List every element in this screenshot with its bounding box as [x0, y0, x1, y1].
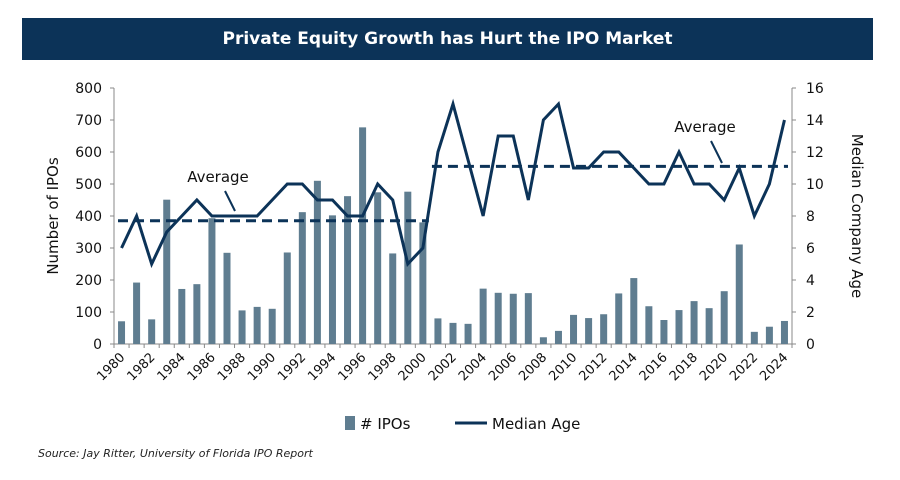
bar-1987 [223, 252, 231, 344]
bar-2024 [780, 320, 788, 344]
bar-1988 [238, 310, 246, 344]
x-tick-label: 2004 [456, 350, 490, 384]
x-tick-label: 2002 [426, 350, 460, 384]
bar-2014 [630, 278, 638, 344]
bar-2011 [585, 318, 593, 344]
bar-1985 [193, 284, 201, 344]
bar-2016 [660, 320, 668, 344]
bar-2000 [419, 222, 427, 344]
x-tick-label: 1988 [215, 350, 249, 384]
bar-1983 [163, 199, 171, 344]
bar-2015 [645, 306, 653, 344]
x-tick-label: 2014 [607, 350, 641, 384]
bar-2006 [509, 293, 517, 344]
bar-2017 [675, 310, 683, 344]
bar-2003 [464, 323, 472, 344]
x-tick-label: 2016 [637, 350, 671, 384]
average-label: Average [187, 168, 249, 186]
bar-2019 [705, 308, 713, 344]
x-tick-label: 1994 [305, 350, 339, 384]
x-tick-label: 1990 [245, 350, 279, 384]
average-leader [710, 140, 723, 164]
y-axis-label: Number of IPOs [44, 157, 62, 275]
x-tick-label: 1992 [275, 350, 309, 384]
x-tick-label: 1986 [185, 350, 219, 384]
bar-1996 [359, 127, 367, 344]
bar-1997 [374, 192, 382, 344]
y2-tick-label: 10 [806, 177, 824, 193]
legend-swatch-ipos [345, 416, 355, 430]
y2-tick-label: 6 [806, 241, 815, 257]
x-tick-label: 1996 [335, 350, 369, 384]
bar-2010 [570, 314, 578, 344]
y-tick-label: 700 [75, 113, 102, 129]
y-tick-label: 400 [75, 209, 102, 225]
x-tick-label: 1984 [155, 350, 189, 384]
bar-2005 [494, 292, 502, 344]
x-tick-label: 2012 [576, 350, 610, 384]
bar-1995 [344, 196, 352, 344]
y2-tick-label: 12 [806, 145, 824, 161]
x-tick-label: 2008 [516, 350, 550, 384]
y2-axis-label: Median Company Age [848, 134, 866, 298]
bar-2021 [735, 244, 743, 344]
bar-1980 [118, 321, 126, 344]
bar-2008 [539, 337, 547, 344]
bar-2018 [690, 301, 698, 344]
x-tick-label: 2022 [727, 350, 761, 384]
y2-tick-label: 16 [806, 81, 824, 97]
bar-2009 [554, 330, 562, 344]
bar-2023 [765, 326, 773, 344]
bar-1999 [404, 191, 412, 344]
average-label: Average [674, 118, 736, 136]
bar-2012 [600, 314, 608, 344]
source-note: Source: Jay Ritter, University of Florid… [38, 447, 313, 460]
x-tick-label: 1982 [124, 350, 158, 384]
x-tick-label: 1998 [366, 350, 400, 384]
x-tick-label: 2006 [486, 350, 520, 384]
bar-1981 [133, 282, 141, 344]
y2-tick-label: 0 [806, 337, 815, 353]
bar-1984 [178, 288, 186, 344]
bar-1982 [148, 319, 156, 344]
bar-1998 [389, 253, 397, 344]
bar-1994 [328, 215, 336, 344]
y2-tick-label: 8 [806, 209, 815, 225]
y-tick-label: 0 [93, 337, 102, 353]
x-tick-label: 2020 [697, 350, 731, 384]
y2-tick-label: 2 [806, 305, 815, 321]
x-tick-label: 2018 [667, 350, 701, 384]
bar-2001 [434, 318, 442, 344]
y-tick-label: 200 [75, 273, 102, 289]
y2-tick-label: 14 [806, 113, 824, 129]
x-tick-label: 2010 [546, 350, 580, 384]
x-tick-label: 2024 [757, 350, 791, 384]
median-age-line [120, 98, 786, 269]
legend-label-ipos: # IPOs [360, 415, 411, 433]
bar-2007 [524, 293, 532, 344]
bar-2013 [615, 293, 623, 344]
bar-1991 [283, 252, 291, 344]
bar-1986 [208, 218, 216, 344]
bar-2002 [449, 322, 457, 344]
y-tick-label: 500 [75, 177, 102, 193]
y-tick-label: 800 [75, 81, 102, 97]
bar-2022 [750, 331, 758, 344]
bar-1989 [253, 306, 261, 344]
bar-2020 [720, 291, 728, 344]
average-leader [224, 190, 236, 212]
bar-1990 [268, 308, 276, 344]
x-tick-label: 2000 [396, 350, 430, 384]
x-tick-label: 1980 [94, 350, 128, 384]
y-tick-label: 100 [75, 305, 102, 321]
bar-1993 [313, 180, 321, 344]
chart-title: Private Equity Growth has Hurt the IPO M… [22, 18, 873, 60]
y-tick-label: 300 [75, 241, 102, 257]
y2-tick-label: 4 [806, 273, 815, 289]
bar-2004 [479, 288, 487, 344]
legend-label-median-age: Median Age [492, 415, 580, 433]
bar-1992 [298, 212, 306, 344]
y-tick-label: 600 [75, 145, 102, 161]
